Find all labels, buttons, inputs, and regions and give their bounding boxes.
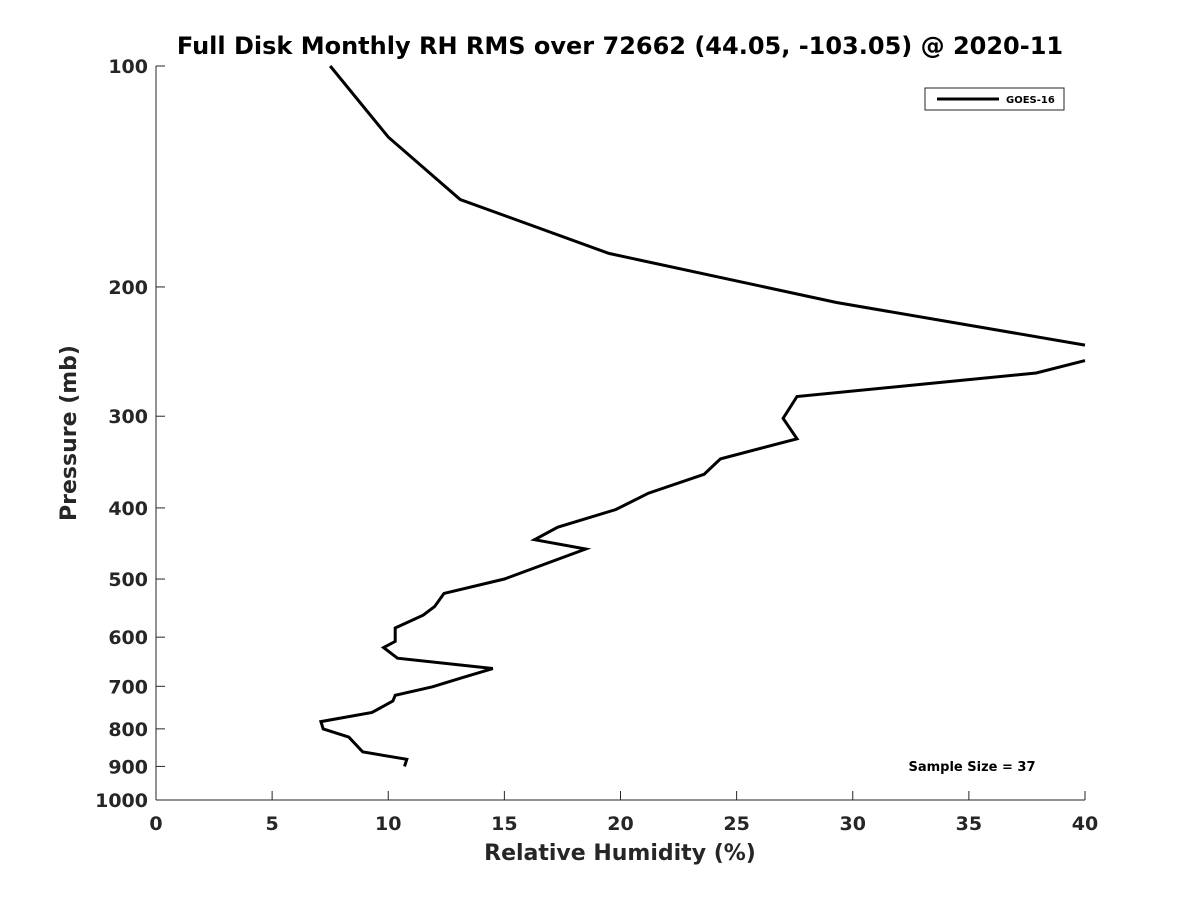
- x-ticks: 0 5 10 15 20 25 30 35 40: [149, 791, 1098, 835]
- x-axis-label: Relative Humidity (%): [484, 841, 756, 866]
- series-line-goes-16: [329, 65, 1086, 347]
- x-tick-label: 25: [723, 813, 749, 835]
- y-tick-label: 1000: [95, 790, 148, 812]
- x-tick-label: 40: [1072, 813, 1098, 835]
- y-tick-label: 100: [108, 56, 148, 78]
- y-ticks: 100 200 300 400 500 600 700 800 900 1000: [95, 56, 165, 812]
- y-tick-label: 700: [108, 676, 148, 698]
- x-tick-label: 20: [607, 813, 633, 835]
- x-tick-label: 35: [956, 813, 982, 835]
- series-layer: [318, 65, 1086, 767]
- x-tick-label: 5: [266, 813, 279, 835]
- x-tick-label: 10: [375, 813, 401, 835]
- legend: GOES-16: [924, 87, 1065, 111]
- plot-area: 0 5 10 15 20 25 30 35 40 100 200 300 400 500 600 700 80…: [95, 56, 1098, 835]
- sample-size-annotation: Sample Size = 37: [908, 760, 1035, 775]
- legend-label: GOES-16: [1006, 95, 1055, 106]
- x-tick-label: 0: [149, 813, 162, 835]
- y-tick-label: 300: [108, 406, 148, 428]
- y-tick-label: 900: [108, 756, 148, 778]
- y-tick-label: 200: [108, 277, 148, 299]
- y-tick-label: 500: [108, 569, 148, 591]
- y-tick-label: 800: [108, 719, 148, 741]
- y-tick-label: 400: [108, 498, 148, 520]
- x-tick-label: 15: [491, 813, 517, 835]
- series-line-goes-16: [318, 359, 1086, 767]
- x-tick-label: 30: [840, 813, 866, 835]
- chart-title: Full Disk Monthly RH RMS over 72662 (44.…: [177, 32, 1063, 60]
- y-axis-label: Pressure (mb): [57, 345, 82, 521]
- y-tick-label: 600: [108, 627, 148, 649]
